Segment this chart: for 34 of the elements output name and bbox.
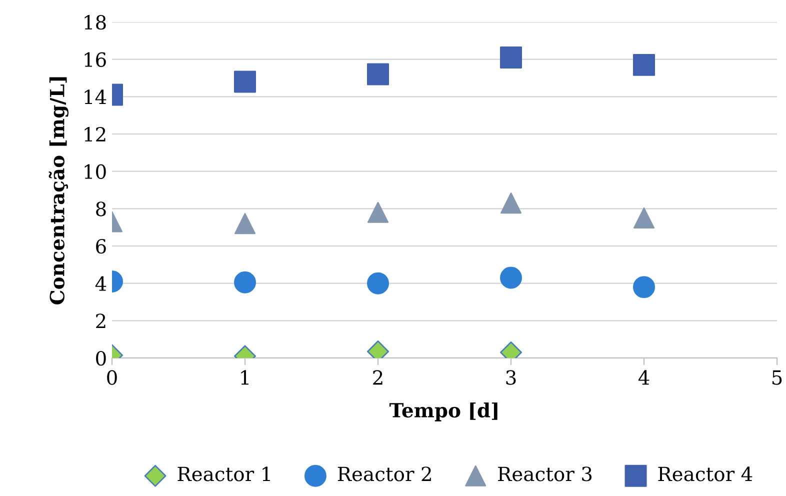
y-tick-label: 0 xyxy=(96,350,106,366)
point xyxy=(500,192,522,214)
x-tick-label: 1 xyxy=(241,370,248,385)
x-axis-title: Tempo [d] xyxy=(389,402,498,422)
legend-label: Reactor 3 xyxy=(498,466,592,482)
x-tick-label: 2 xyxy=(373,370,382,385)
point xyxy=(500,46,522,68)
point xyxy=(234,70,256,93)
y-tick-label: 4 xyxy=(95,276,106,291)
legend-label: Reactor 1 xyxy=(178,466,270,482)
y-tick-label: 8 xyxy=(96,202,106,216)
y-tick-label: 18 xyxy=(84,14,106,30)
y-tick-label: 16 xyxy=(84,52,106,67)
y-tick-label: 2 xyxy=(96,314,106,328)
point xyxy=(633,54,655,76)
point xyxy=(633,207,655,229)
point xyxy=(633,276,655,298)
point xyxy=(234,213,256,234)
point xyxy=(234,271,256,294)
point xyxy=(367,63,389,86)
point xyxy=(500,266,522,289)
y-tick-label: 14 xyxy=(84,90,106,104)
y-tick-label: 10 xyxy=(84,164,106,179)
x-tick-label: 3 xyxy=(506,370,516,385)
y-tick-label: 12 xyxy=(84,126,106,142)
x-tick-label: 4 xyxy=(638,370,650,385)
point xyxy=(367,202,389,223)
x-tick-label: 0 xyxy=(107,370,117,385)
y-tick-label: 6 xyxy=(96,238,106,254)
point xyxy=(367,272,389,294)
x-tick-label: 5 xyxy=(772,370,782,385)
y-axis-title: Concentração [mg/L] xyxy=(48,77,69,304)
legend-label: Reactor 2 xyxy=(338,466,431,482)
legend-label: Reactor 4 xyxy=(658,466,752,482)
